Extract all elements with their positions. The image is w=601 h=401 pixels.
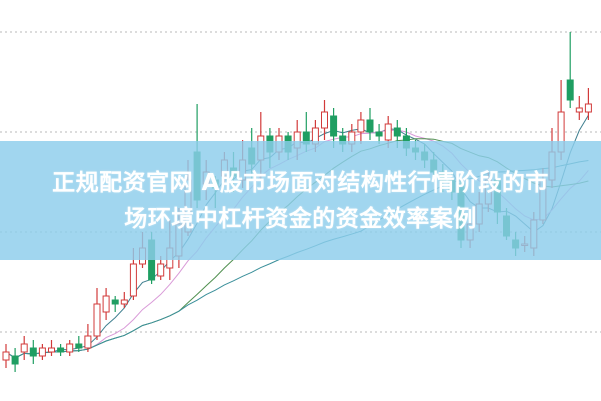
headline-line-2: 场环境中杠杆资金的资金效率案例	[124, 205, 477, 232]
candle-down	[366, 119, 374, 133]
candle-up	[2, 351, 10, 361]
candle-up	[38, 347, 46, 357]
candle-down	[111, 299, 119, 305]
candle-down	[29, 347, 37, 357]
candle-up	[129, 263, 137, 297]
headline-line-1: 正规配资官网 A股市场面对结构性行情阶段的市	[52, 169, 549, 196]
candle-up	[84, 335, 92, 349]
candle-up	[120, 299, 128, 305]
candle-up	[48, 347, 55, 353]
candle-up	[584, 103, 592, 113]
candle-up	[384, 123, 392, 141]
candle-down	[75, 343, 83, 349]
candle-up	[102, 295, 110, 313]
candle-down	[11, 355, 19, 365]
candle-down	[330, 115, 338, 137]
headline-banner: 正规配资官网 A股市场面对结构性行情阶段的市 场环境中杠杆资金的资金效率案例	[0, 141, 601, 260]
candle-up	[357, 119, 365, 133]
candle-up	[93, 303, 101, 337]
candle-down	[57, 347, 65, 353]
candle-up	[157, 263, 165, 277]
candle-up	[575, 107, 583, 113]
candle-up	[20, 343, 28, 353]
candle-down	[566, 79, 574, 101]
candle-down	[393, 127, 401, 137]
candle-down	[375, 131, 383, 137]
candle-up	[321, 111, 328, 129]
candle-up	[66, 343, 74, 353]
